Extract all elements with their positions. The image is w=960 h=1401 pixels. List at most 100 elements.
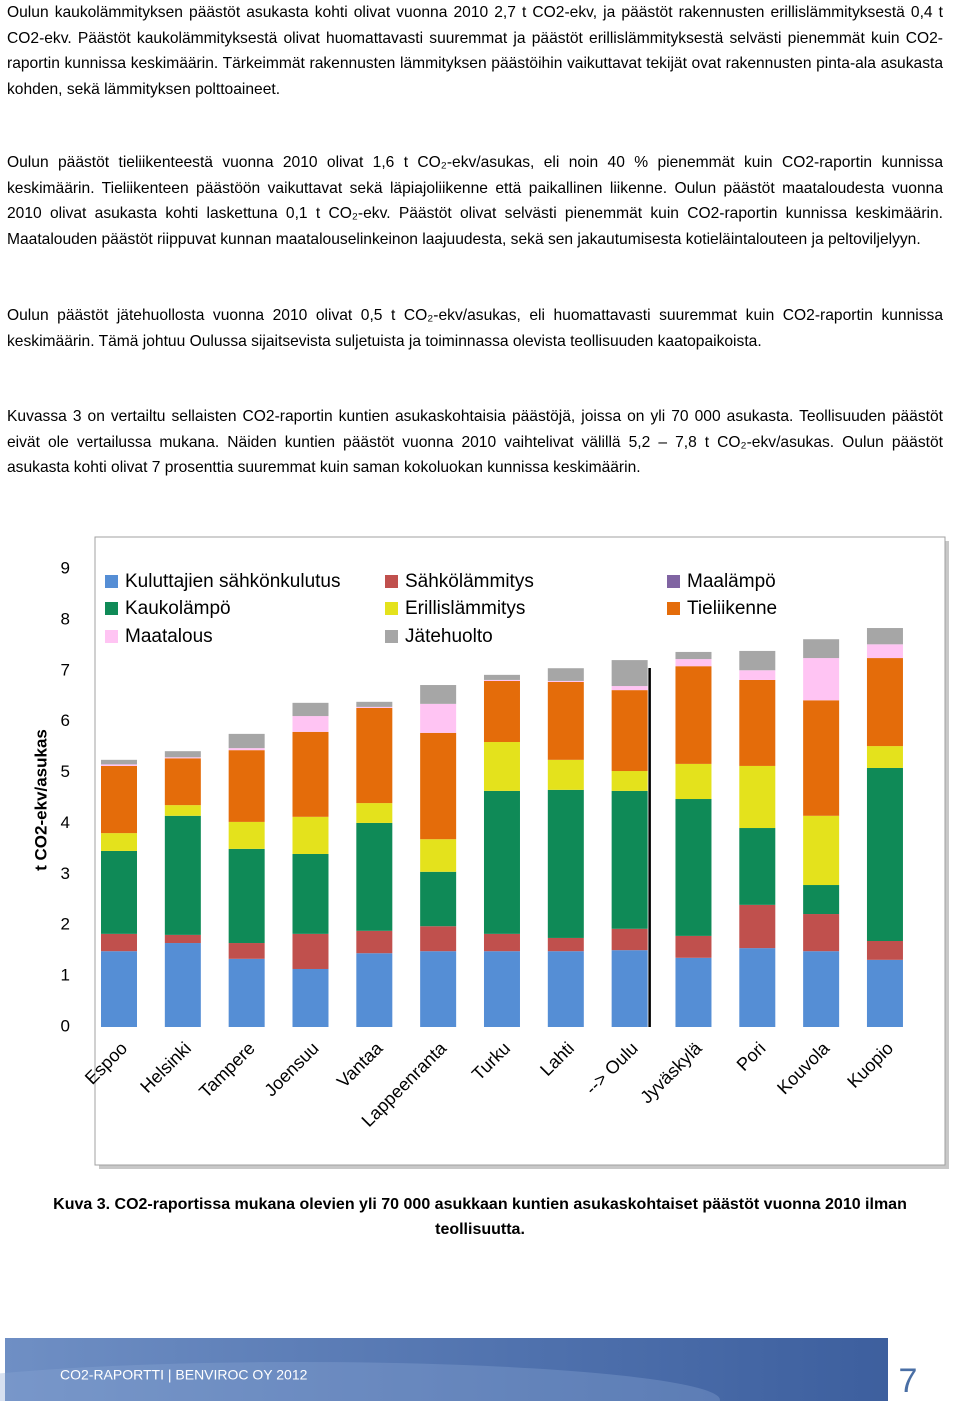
bar-segment [483,742,520,791]
bar-segment [547,668,584,681]
paragraph: Kuvassa 3 on vertailtu sellaisten CO2-ra… [7,408,943,476]
bar-segment [101,759,137,765]
y-tick-label: 8 [61,609,70,628]
bar-segment [675,957,712,1027]
bar-segment [420,685,457,704]
bar-segment [803,815,840,886]
bar-segment [164,805,201,816]
bar-segment [356,930,393,954]
bar-segment [547,789,584,938]
bar-segment [739,670,776,680]
y-tick-label: 5 [61,762,70,781]
bar-segment [739,765,776,829]
bar-segment [611,660,648,687]
bar-segment [866,658,903,747]
y-tick-label: 0 [61,1016,70,1035]
bar-segment [356,706,393,708]
bar-segment [675,659,712,667]
bar-segment [101,833,137,851]
bar-segment [803,951,840,1027]
bar-segment [803,658,840,701]
bar-segment [228,943,265,959]
legend-label: Maatalous [125,626,213,647]
bar-segment [611,771,648,791]
bar-segment [547,937,584,952]
bar-segment [228,848,265,944]
legend-label: Sähkölämmitys [405,571,534,592]
bar-segment [292,702,329,717]
bar-segment [739,948,776,1027]
bar-segment [483,951,520,1027]
y-tick-label: 3 [61,864,70,883]
bar-segment [611,790,648,929]
y-axis-label: t CO2-ekv/asukas [31,729,50,871]
bar-segment [228,958,265,1027]
bar-segment [164,757,201,759]
bar-segment [483,674,520,680]
bar-segment [420,951,457,1027]
bar-segment [866,746,903,768]
legend-swatch [105,630,118,643]
bar-segment [292,853,329,934]
bar-segment [420,839,457,872]
bar-segment [803,885,840,915]
legend-swatch [667,575,680,588]
bar-segment [164,758,201,806]
bar-segment [547,951,584,1027]
bar-segment [101,951,137,1027]
bar-segment [675,935,712,958]
bar-segment [483,679,520,681]
bar-segment [101,933,137,952]
bar-segment [739,828,776,905]
bar-segment [547,759,584,790]
bar-segment [164,815,201,935]
legend-swatch [385,630,398,643]
bar-segment [101,764,137,766]
bar-segment [675,763,712,800]
legend-swatch [385,602,398,615]
bar-segment [803,700,840,816]
y-tick-label: 6 [61,711,70,730]
legend-label: Erillislämmitys [405,598,525,619]
paragraph: Oulun kaukolämmityksen päästöt asukasta … [7,4,943,98]
bar-segment [356,701,393,707]
bar-segment [356,822,393,931]
bar-segment [292,933,329,969]
bar-segment [803,914,840,952]
legend-label: Tieliikenne [687,598,777,619]
legend-swatch [105,602,118,615]
bar-segment [675,651,712,660]
bar-segment [611,690,648,772]
banner-swoosh [0,1362,720,1401]
bar-segment [547,680,584,682]
bar-segment [420,732,457,840]
paragraph: Oulun päästöt jätehuollosta vuonna 2010 … [7,307,943,350]
bar-segment [164,751,201,758]
bar-segment [292,716,329,732]
bar-segment [866,767,903,941]
bar-segment [420,703,457,733]
bar-segment [356,953,393,1027]
bar-segment [292,968,329,1027]
bar-segment [739,679,776,766]
bar-segment [101,850,137,934]
bar-segment [292,731,329,817]
bar-segment [164,934,201,944]
bar-segment [866,959,903,1027]
bar-segment [611,686,648,691]
legend-label: Kaukolämpö [125,598,231,619]
bar-segment [611,928,648,951]
bar-segment [228,750,265,822]
figure-caption: Kuva 3. CO2-raportissa mukana olevien yl… [53,1196,907,1238]
bar-segment [483,680,520,743]
y-tick-label: 2 [61,915,70,934]
bar-segment [483,790,520,934]
bar-segment [292,816,329,854]
bar-segment [547,681,584,760]
bar-segment [164,943,201,1027]
y-tick-label: 1 [61,966,70,985]
bar-segment [228,748,265,751]
bar-segment [803,639,840,659]
bar-segment [483,933,520,952]
